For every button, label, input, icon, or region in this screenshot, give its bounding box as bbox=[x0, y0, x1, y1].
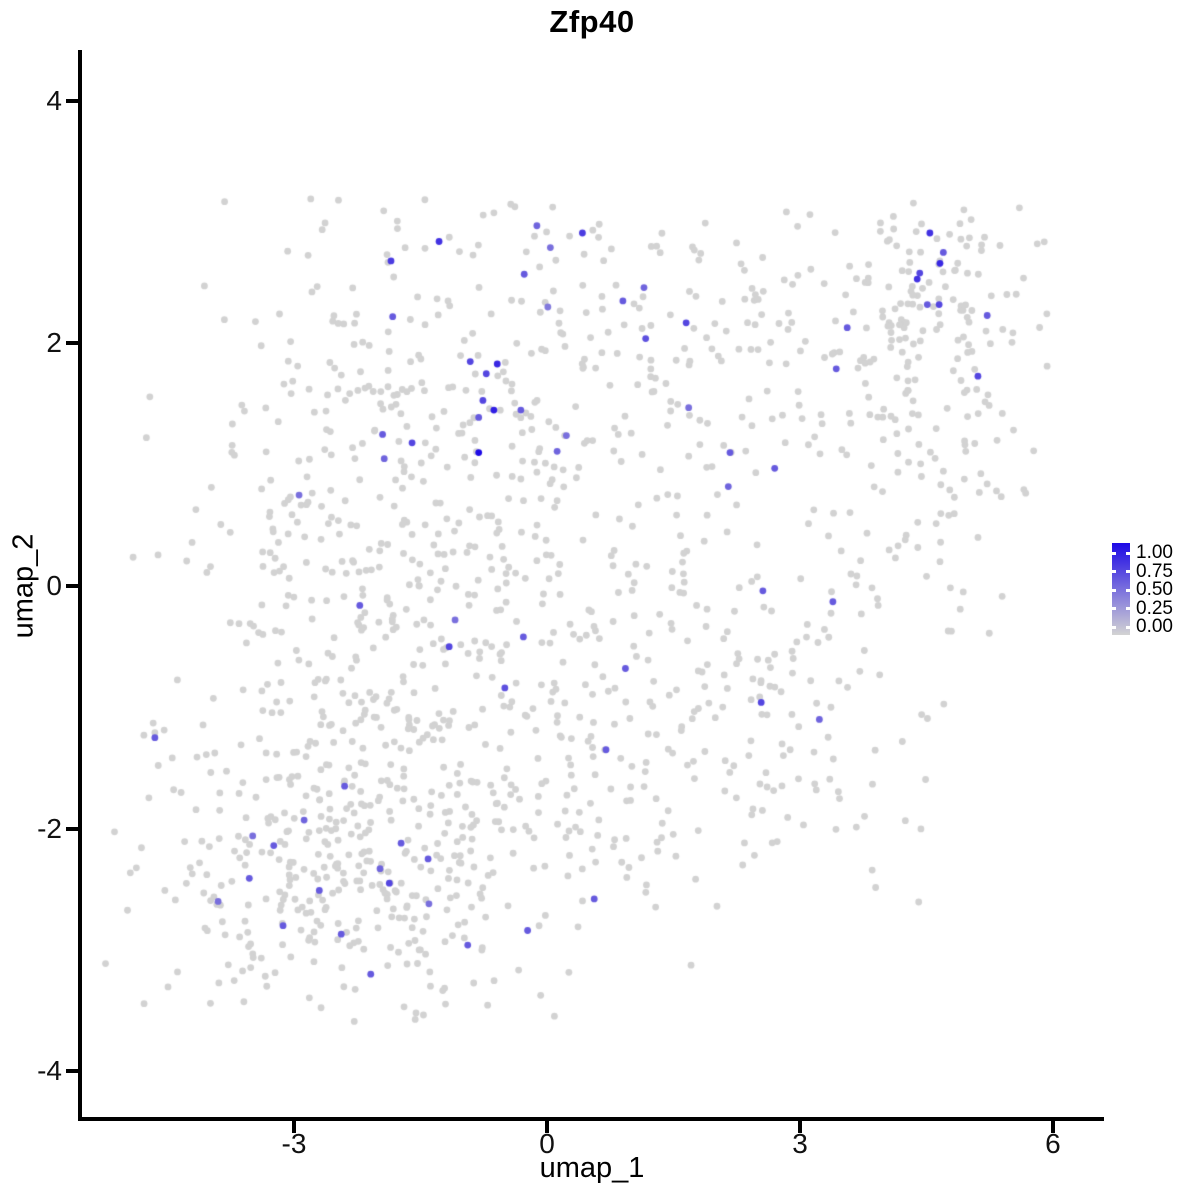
x-tick-mark bbox=[797, 1121, 802, 1133]
x-axis-title: umap_1 bbox=[539, 1152, 645, 1184]
legend-gradient-bar bbox=[1112, 543, 1130, 635]
x-tick-mark bbox=[545, 1121, 549, 1133]
legend-tick-label: 1.00 bbox=[1136, 542, 1173, 563]
legend-tick-notch bbox=[1126, 588, 1130, 592]
x-tick-label: 6 bbox=[1045, 1128, 1061, 1159]
y-tick-label: 0 bbox=[46, 570, 62, 601]
y-axis-line bbox=[78, 50, 82, 1121]
x-tick-label: 3 bbox=[792, 1128, 808, 1159]
x-axis-line bbox=[78, 1117, 1104, 1121]
legend-tick-notch bbox=[1126, 570, 1130, 573]
y-tick-mark bbox=[66, 98, 78, 103]
x-tick-mark bbox=[292, 1121, 296, 1133]
legend-tick-label: 0.25 bbox=[1136, 597, 1173, 619]
y-tick-mark bbox=[66, 584, 78, 588]
plot-title: Zfp40 bbox=[549, 4, 635, 39]
x-tick-mark bbox=[1050, 1121, 1055, 1133]
y-tick-label: -2 bbox=[37, 812, 62, 844]
legend-tick-notch bbox=[1112, 607, 1116, 610]
legend-tick-notch bbox=[1112, 625, 1116, 629]
legend-tick-label: 0.50 bbox=[1136, 579, 1173, 600]
legend-tick-notch bbox=[1112, 588, 1116, 592]
y-tick-label: -4 bbox=[37, 1055, 62, 1087]
y-tick-label: 4 bbox=[46, 84, 62, 116]
y-axis-title: umap_2 bbox=[7, 533, 40, 639]
y-tick-mark bbox=[66, 826, 78, 831]
x-tick-label: -3 bbox=[281, 1128, 307, 1159]
legend-tick-notch bbox=[1112, 570, 1116, 573]
y-tick-mark bbox=[66, 341, 78, 346]
y-tick-label: 2 bbox=[46, 327, 62, 359]
x-tick-label: 0 bbox=[539, 1128, 555, 1159]
legend-tick-notch bbox=[1126, 551, 1130, 555]
legend-tick-notch bbox=[1126, 607, 1130, 610]
legend-tick-notch bbox=[1112, 551, 1116, 555]
legend-tick-label: 0.00 bbox=[1136, 616, 1173, 637]
legend-tick-notch bbox=[1126, 625, 1130, 629]
color-legend: 1.00 0.75 0.50 0.25 0.00 bbox=[1104, 536, 1200, 646]
y-tick-mark bbox=[66, 1069, 78, 1074]
legend-tick-label: 0.75 bbox=[1136, 560, 1173, 582]
